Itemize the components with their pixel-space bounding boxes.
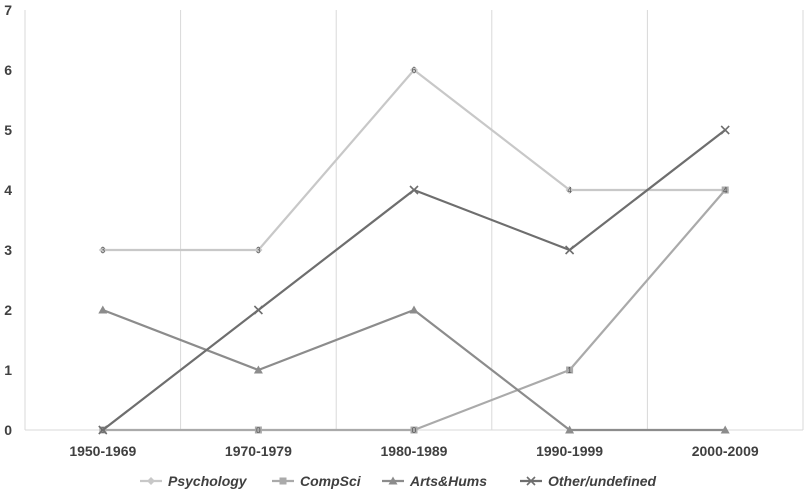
point-marker-triangle — [720, 425, 730, 434]
y-tick-label: 1 — [4, 362, 12, 378]
series-lines: 3364400014 — [98, 66, 730, 435]
point-marker-diamond — [147, 477, 155, 485]
y-tick-label: 3 — [4, 242, 12, 258]
point-marker-diamond — [98, 246, 107, 254]
point-marker-x — [526, 476, 536, 486]
y-tick-label: 2 — [4, 302, 12, 318]
point-marker-diamond — [565, 186, 574, 194]
x-tick-label: 1990-1999 — [536, 443, 603, 459]
point-marker-triangle — [565, 425, 575, 434]
series-line — [102, 308, 726, 432]
gridlines — [24, 10, 804, 430]
data-label: 3 — [101, 246, 106, 255]
data-label: 3 — [256, 246, 261, 255]
point-marker-triangle — [388, 476, 398, 485]
point-marker-x — [720, 125, 730, 135]
point-marker-x — [565, 245, 575, 255]
data-label: 1 — [567, 366, 572, 375]
series-line — [102, 68, 726, 252]
series-line — [102, 129, 726, 431]
series-arts-hums — [98, 305, 730, 434]
series-other-undefined — [98, 125, 730, 435]
y-tick-label: 6 — [4, 62, 12, 78]
legend: Psychology CompSci Arts&Hums Other/undefine… — [140, 473, 657, 489]
point-marker-square — [254, 426, 262, 434]
data-label: 0 — [256, 426, 261, 435]
legend-item: Psychology — [140, 473, 248, 489]
data-label: 0 — [412, 426, 417, 435]
point-marker-diamond — [410, 66, 418, 74]
point-marker-square — [566, 366, 574, 374]
point-marker-triangle — [253, 365, 263, 374]
legend-item: Arts&Hums — [382, 473, 487, 489]
x-tick-label: 1950-1969 — [69, 443, 136, 459]
legend-label: Psychology — [168, 473, 248, 489]
legend-item: Other/undefined — [520, 473, 657, 489]
y-tick-label: 4 — [4, 182, 12, 198]
axes: 0 1 2 3 4 5 6 7 1950-1969 1970-1979 1980-1989 1990-… — [4, 2, 803, 459]
legend-label: Arts&Hums — [409, 473, 487, 489]
y-tick-label: 5 — [4, 122, 12, 138]
point-marker-triangle — [98, 305, 108, 314]
legend-label: CompSci — [300, 473, 362, 489]
point-marker-x — [253, 305, 263, 315]
x-tick-label: 1970-1979 — [225, 443, 292, 459]
y-tick-label: 0 — [4, 422, 12, 438]
point-marker-square — [279, 477, 287, 485]
point-marker-diamond — [254, 246, 263, 254]
point-marker-x — [98, 425, 108, 435]
data-label: 4 — [567, 186, 572, 195]
x-tick-label: 2000-2009 — [692, 443, 759, 459]
point-marker-square — [721, 186, 729, 194]
point-marker-x — [409, 185, 419, 195]
x-tick-label: 1980-1989 — [381, 443, 448, 459]
point-marker-square — [410, 426, 418, 434]
series-psychology: 3 3 6 4 4 — [98, 66, 730, 255]
point-marker-triangle — [409, 305, 419, 314]
data-label: 6 — [412, 66, 417, 75]
data-label: 4 — [723, 186, 728, 195]
legend-item: CompSci — [272, 473, 362, 489]
legend-label: Other/undefined — [548, 473, 657, 489]
y-tick-label: 7 — [4, 2, 12, 18]
